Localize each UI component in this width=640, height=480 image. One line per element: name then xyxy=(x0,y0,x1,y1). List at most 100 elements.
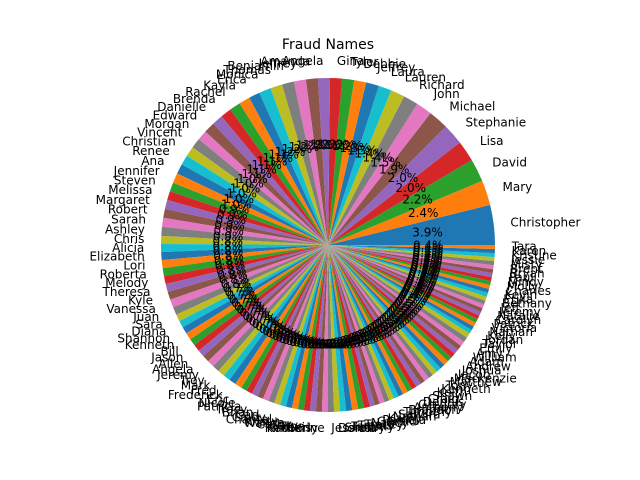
pie-slice xyxy=(328,245,483,312)
slice-percent-label: 0.7% xyxy=(245,312,276,326)
slice-label: Kathy xyxy=(388,411,422,425)
pie-slice xyxy=(213,245,328,372)
pie-slice xyxy=(328,142,472,245)
slice-percent-label: 0.4% xyxy=(410,263,441,277)
pie-slice xyxy=(328,245,365,410)
slice-label: Kimberly xyxy=(265,421,318,435)
pie-slice xyxy=(328,245,335,412)
slice-label: Kristine xyxy=(511,249,556,263)
pie-slice xyxy=(177,164,328,245)
slice-label: Shelby xyxy=(345,420,386,434)
slice-label: Gregory xyxy=(418,398,466,412)
percent-labels: 3.9%2.4%2.2%2.0%2.0%1.9%1.5%1.4%1.4%1.3%… xyxy=(213,137,444,351)
slice-label: Gerald xyxy=(377,415,417,429)
slice-label: Kelly xyxy=(487,329,515,343)
slice-percent-label: 0.5% xyxy=(388,304,419,318)
slice-percent-label: 1.3% xyxy=(339,141,370,155)
slice-label: David xyxy=(492,155,527,169)
pie-slice xyxy=(328,245,490,293)
slice-percent-label: 1.0% xyxy=(224,192,255,206)
pie-slice xyxy=(328,245,359,411)
pie-slice xyxy=(328,245,493,278)
slice-percent-label: 0.8% xyxy=(213,249,244,263)
pie-slice xyxy=(328,82,379,245)
slice-label: Angela xyxy=(152,363,194,377)
slice-label: Nancy xyxy=(371,416,409,430)
slice-percent-label: 0.8% xyxy=(213,239,244,253)
slice-label: Bethany xyxy=(502,297,552,311)
slice-percent-label: 1.9% xyxy=(379,162,410,176)
slice-percent-label: 0.5% xyxy=(390,302,421,316)
pie-slice xyxy=(169,182,328,245)
slice-label: Gina xyxy=(337,54,365,68)
pie-slice xyxy=(328,245,347,412)
slice-label: Frederick xyxy=(168,388,223,402)
pie-slice xyxy=(328,245,495,250)
slice-percent-label: 0.5% xyxy=(354,329,385,343)
slice-label: Diana xyxy=(131,325,166,339)
slice-percent-label: 0.7% xyxy=(259,322,290,336)
slice-percent-label: 0.7% xyxy=(239,306,270,320)
slice-percent-label: 1.0% xyxy=(237,172,268,186)
slice-labels: Christopher Mary David Lisa Stephanie Michael… xyxy=(89,54,580,435)
pie-slice xyxy=(328,245,445,369)
slice-percent-label: 1.3% xyxy=(347,143,378,157)
slice-label: Kevin xyxy=(505,288,538,302)
slice-percent-label: 0.8% xyxy=(216,263,247,277)
pie-slice xyxy=(297,245,328,411)
slice-percent-label: 0.7% xyxy=(231,296,262,310)
pie-slice xyxy=(328,180,491,245)
pie-slice xyxy=(328,96,418,245)
pie-slice xyxy=(305,78,328,245)
slice-label: Dennis xyxy=(423,395,464,409)
pie-slice xyxy=(303,245,328,412)
slice-label: Eric xyxy=(207,392,229,406)
pie-slice xyxy=(328,245,480,320)
pie-slice xyxy=(328,245,417,390)
slice-label: Cathy xyxy=(256,418,291,432)
slice-percent-label: 1.2% xyxy=(332,139,363,153)
slice-percent-label: 0.5% xyxy=(381,311,412,325)
pie-slice xyxy=(249,92,328,245)
pie-slice xyxy=(328,245,441,372)
pie-slice xyxy=(328,245,385,404)
slice-label: William xyxy=(473,351,517,365)
slice-label: Patrick xyxy=(494,317,535,331)
slice-percent-label: 0.6% xyxy=(282,333,313,347)
slice-percent-label: 2.0% xyxy=(396,181,427,195)
pie-slice xyxy=(328,245,467,342)
pie-slice xyxy=(328,245,492,282)
pie-slice xyxy=(167,245,328,300)
slice-percent-label: 0.7% xyxy=(223,281,254,295)
pie-slice xyxy=(328,90,405,245)
slice-label: Shannon xyxy=(117,331,170,345)
slice-label: Brent xyxy=(510,262,543,276)
slice-percent-label: 1.2% xyxy=(325,138,356,152)
slice-label: Christopher xyxy=(510,215,580,229)
pie-slice xyxy=(192,139,328,245)
pie-slice xyxy=(162,245,328,277)
slice-percent-label: 0.5% xyxy=(375,316,406,330)
pie-slice xyxy=(164,199,328,245)
pie-slice xyxy=(280,245,328,407)
slice-percent-label: 1.2% xyxy=(318,137,349,151)
slice-label: Jordan xyxy=(484,333,523,347)
slice-label: Melissa xyxy=(108,183,152,197)
slice-percent-label: 0.9% xyxy=(216,213,247,227)
pie-slice xyxy=(161,235,328,245)
slice-percent-label: 0.4% xyxy=(404,279,435,293)
slice-label: Angela xyxy=(282,54,324,68)
chart-title: Fraud Names xyxy=(282,37,374,53)
pie-slice xyxy=(328,245,491,290)
slice-percent-label: 0.7% xyxy=(255,320,286,334)
slice-percent-label: 0.5% xyxy=(339,334,370,348)
slice-percent-label: 1.1% xyxy=(268,148,299,162)
pie-slice xyxy=(315,245,328,412)
pie-slice xyxy=(285,245,328,409)
slice-label: Lisa xyxy=(480,134,504,148)
slice-label: Brenda xyxy=(173,92,216,106)
slice-label: Erika xyxy=(503,292,533,306)
pie-slice xyxy=(173,245,328,315)
slice-percent-label: 1.2% xyxy=(310,137,341,151)
